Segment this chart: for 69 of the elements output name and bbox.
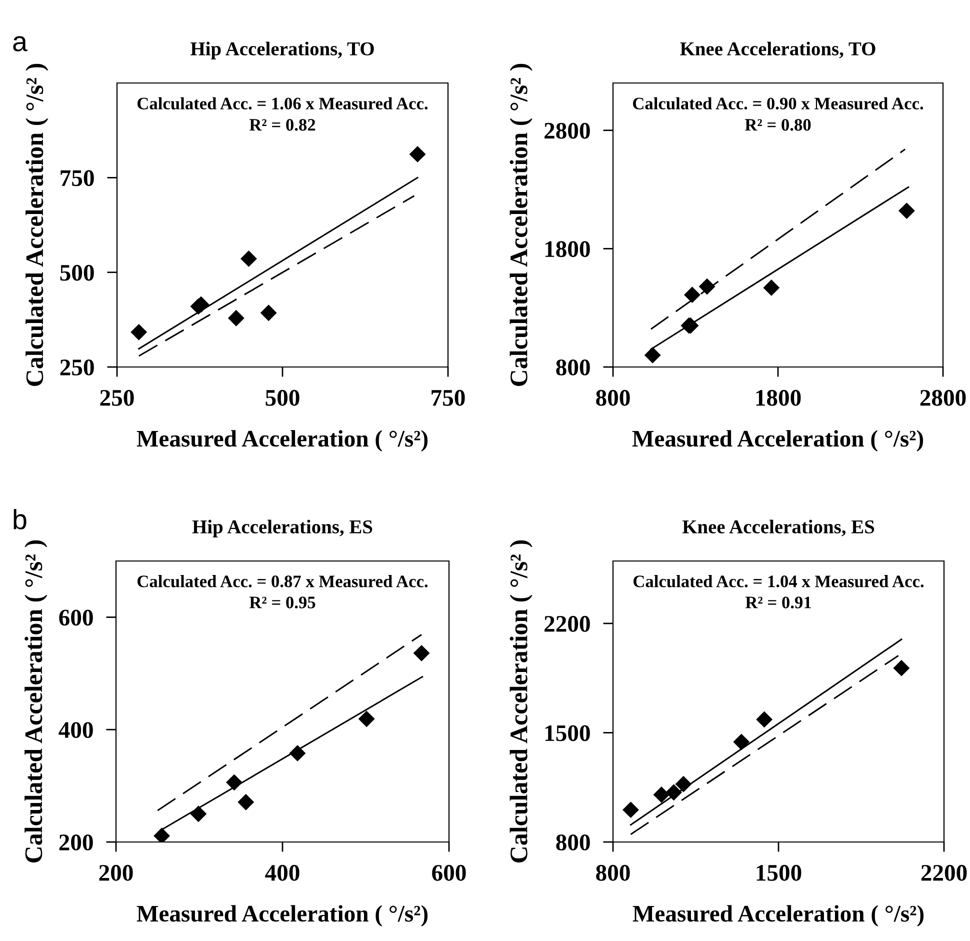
- y-tick-label: 750: [60, 170, 94, 186]
- point: [238, 794, 254, 810]
- y-tick-label: 2800: [544, 122, 590, 139]
- x-tick-label: 800: [596, 390, 630, 406]
- y-tick-label: 2200: [544, 616, 590, 632]
- y-axis-title: Calculated Acceleration ( °/s² ): [510, 540, 532, 862]
- y-tick-label: 800: [556, 834, 590, 850]
- x-tick-label: 1500: [756, 864, 802, 881]
- point: [893, 660, 910, 676]
- point: [240, 250, 257, 267]
- x-tick-label: 750: [432, 390, 465, 406]
- x-tick-label: 2800: [920, 390, 966, 406]
- point: [622, 802, 639, 818]
- x-tick-label: 600: [432, 864, 466, 881]
- point: [756, 711, 773, 728]
- x-axis-title: Measured Acceleration ( °/s²): [632, 905, 924, 926]
- x-axis-title: Measured Acceleration ( °/s²): [632, 430, 924, 452]
- point: [898, 202, 915, 220]
- y-axis-title: Calculated Acceleration ( °/s² ): [24, 540, 48, 862]
- chart-title: Knee Accelerations, TO: [680, 42, 876, 58]
- annotation: Calculated Acc. = 0.87 x Measured Acc.: [138, 575, 428, 588]
- annotation: R² = 0.91: [745, 596, 811, 608]
- x-tick-label: 2200: [921, 864, 967, 881]
- point: [675, 776, 692, 792]
- chart-title: Knee Accelerations, ES: [682, 520, 874, 536]
- x-tick-label: 800: [596, 864, 630, 881]
- point: [413, 644, 430, 662]
- y-tick-label: 1500: [545, 725, 590, 742]
- annotation: R² = 0.95: [249, 596, 316, 608]
- point: [260, 304, 277, 322]
- point: [653, 786, 670, 803]
- point: [358, 710, 375, 728]
- y-axis-title: Calculated Acceleration ( °/s² ): [510, 64, 532, 386]
- x-tick-label: 200: [99, 864, 133, 881]
- point: [409, 146, 426, 162]
- y-tick-label: 1800: [545, 241, 590, 258]
- annotation: R² = 0.80: [744, 119, 811, 131]
- annotation: Calculated Acc. = 1.06 x Measured Acc.: [138, 97, 428, 110]
- annotation: R² = 0.82: [249, 119, 316, 131]
- point: [666, 784, 682, 801]
- point: [684, 286, 700, 304]
- text: b: [14, 509, 26, 530]
- point: [226, 774, 242, 791]
- point: [698, 278, 716, 295]
- annotation: Calculated Acc. = 0.90 x Measured Acc.: [633, 97, 924, 110]
- chart-title: Hip Accelerations, TO: [190, 42, 374, 60]
- y-tick-label: 200: [59, 834, 93, 850]
- chart-title: Hip Accelerations, ES: [192, 520, 372, 538]
- y-tick-label: 400: [58, 722, 93, 738]
- point: [190, 806, 207, 822]
- point: [644, 346, 661, 364]
- point: [763, 280, 780, 296]
- x-tick-label: 250: [100, 390, 134, 406]
- annotation: Calculated Acc. = 1.04 x Measured Acc.: [634, 575, 924, 588]
- x-tick-label: 400: [265, 864, 300, 881]
- y-tick-label: 250: [60, 359, 94, 376]
- point: [733, 734, 750, 750]
- x-axis-title: Measured Acceleration ( °/s²): [136, 430, 428, 452]
- y-tick-label: 500: [60, 264, 94, 281]
- point: [130, 324, 148, 340]
- text: a: [13, 36, 28, 52]
- y-tick-label: 600: [59, 610, 93, 626]
- point: [228, 310, 244, 326]
- y-axis-title: Calculated Acceleration ( °/s² ): [26, 64, 48, 386]
- y-tick-label: 800: [556, 359, 590, 376]
- point: [289, 744, 306, 762]
- x-tick-label: 500: [266, 390, 300, 406]
- x-axis-title: Measured Acceleration ( °/s²): [136, 905, 428, 926]
- x-tick-label: 1800: [756, 390, 801, 406]
